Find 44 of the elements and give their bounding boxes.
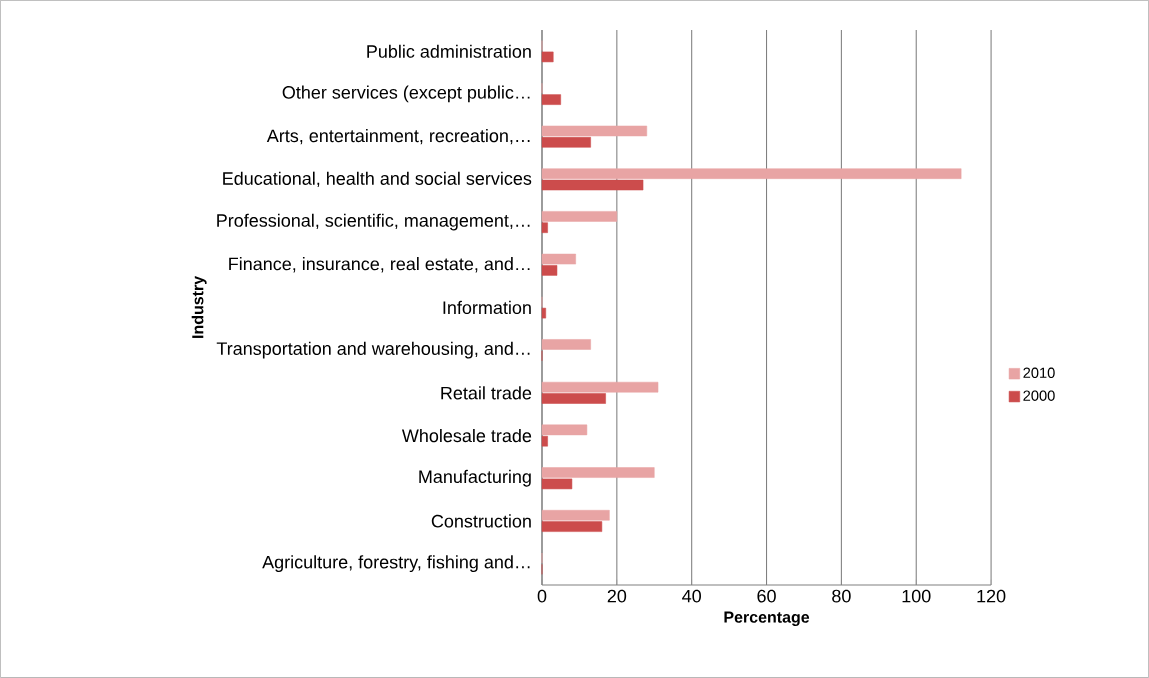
y-tick-label: Information <box>443 300 531 315</box>
bar <box>541 510 610 521</box>
bar <box>541 265 558 276</box>
bar <box>541 168 962 179</box>
y-tick-label: Manufacturing <box>419 469 531 487</box>
bar <box>541 253 576 265</box>
bar <box>541 393 606 404</box>
bar <box>541 467 655 478</box>
bar <box>541 51 554 63</box>
y-tick-label: Arts, entertainment, recreation,… <box>266 129 530 145</box>
x-tick-label: 80 <box>832 589 851 603</box>
y-axis-title: Industry <box>191 276 207 338</box>
x-tick-label: 40 <box>682 589 701 603</box>
bar <box>541 424 588 436</box>
bar <box>541 435 548 447</box>
bar <box>541 137 591 148</box>
x-axis-title: Percentage <box>724 611 810 627</box>
legend-label: 2000 <box>1023 390 1055 401</box>
y-tick-label: Wholesale trade <box>401 428 532 443</box>
bar <box>541 125 648 137</box>
bar <box>541 478 573 490</box>
legend-label: 2010 <box>1023 367 1055 379</box>
y-tick-label: Construction <box>431 514 531 528</box>
bar <box>541 94 561 105</box>
x-tick-label: 0 <box>537 589 547 603</box>
y-tick-label: Educational, health and social services <box>223 171 532 188</box>
x-tick-label: 120 <box>977 589 1006 603</box>
y-tick-label: Transportation and warehousing, and… <box>216 341 530 359</box>
bar <box>541 339 591 350</box>
bar <box>541 307 547 319</box>
y-tick-label: Agriculture, forestry, fishing and… <box>262 555 530 573</box>
x-tick-label: 100 <box>902 589 931 603</box>
bar <box>541 521 603 532</box>
y-tick-label: Other services (except public… <box>282 85 530 103</box>
bar <box>541 179 644 191</box>
bar <box>541 211 618 222</box>
y-tick-label: Finance, insurance, real estate, and… <box>229 257 530 273</box>
x-tick-label: 20 <box>607 589 627 603</box>
bar <box>541 381 659 393</box>
y-tick-label: Public administration <box>367 44 531 58</box>
y-tick-label: Professional, scientific, management,… <box>217 213 530 231</box>
y-tick-label: Retail trade <box>441 386 532 400</box>
bar <box>541 222 548 234</box>
x-tick-label: 60 <box>757 589 776 603</box>
